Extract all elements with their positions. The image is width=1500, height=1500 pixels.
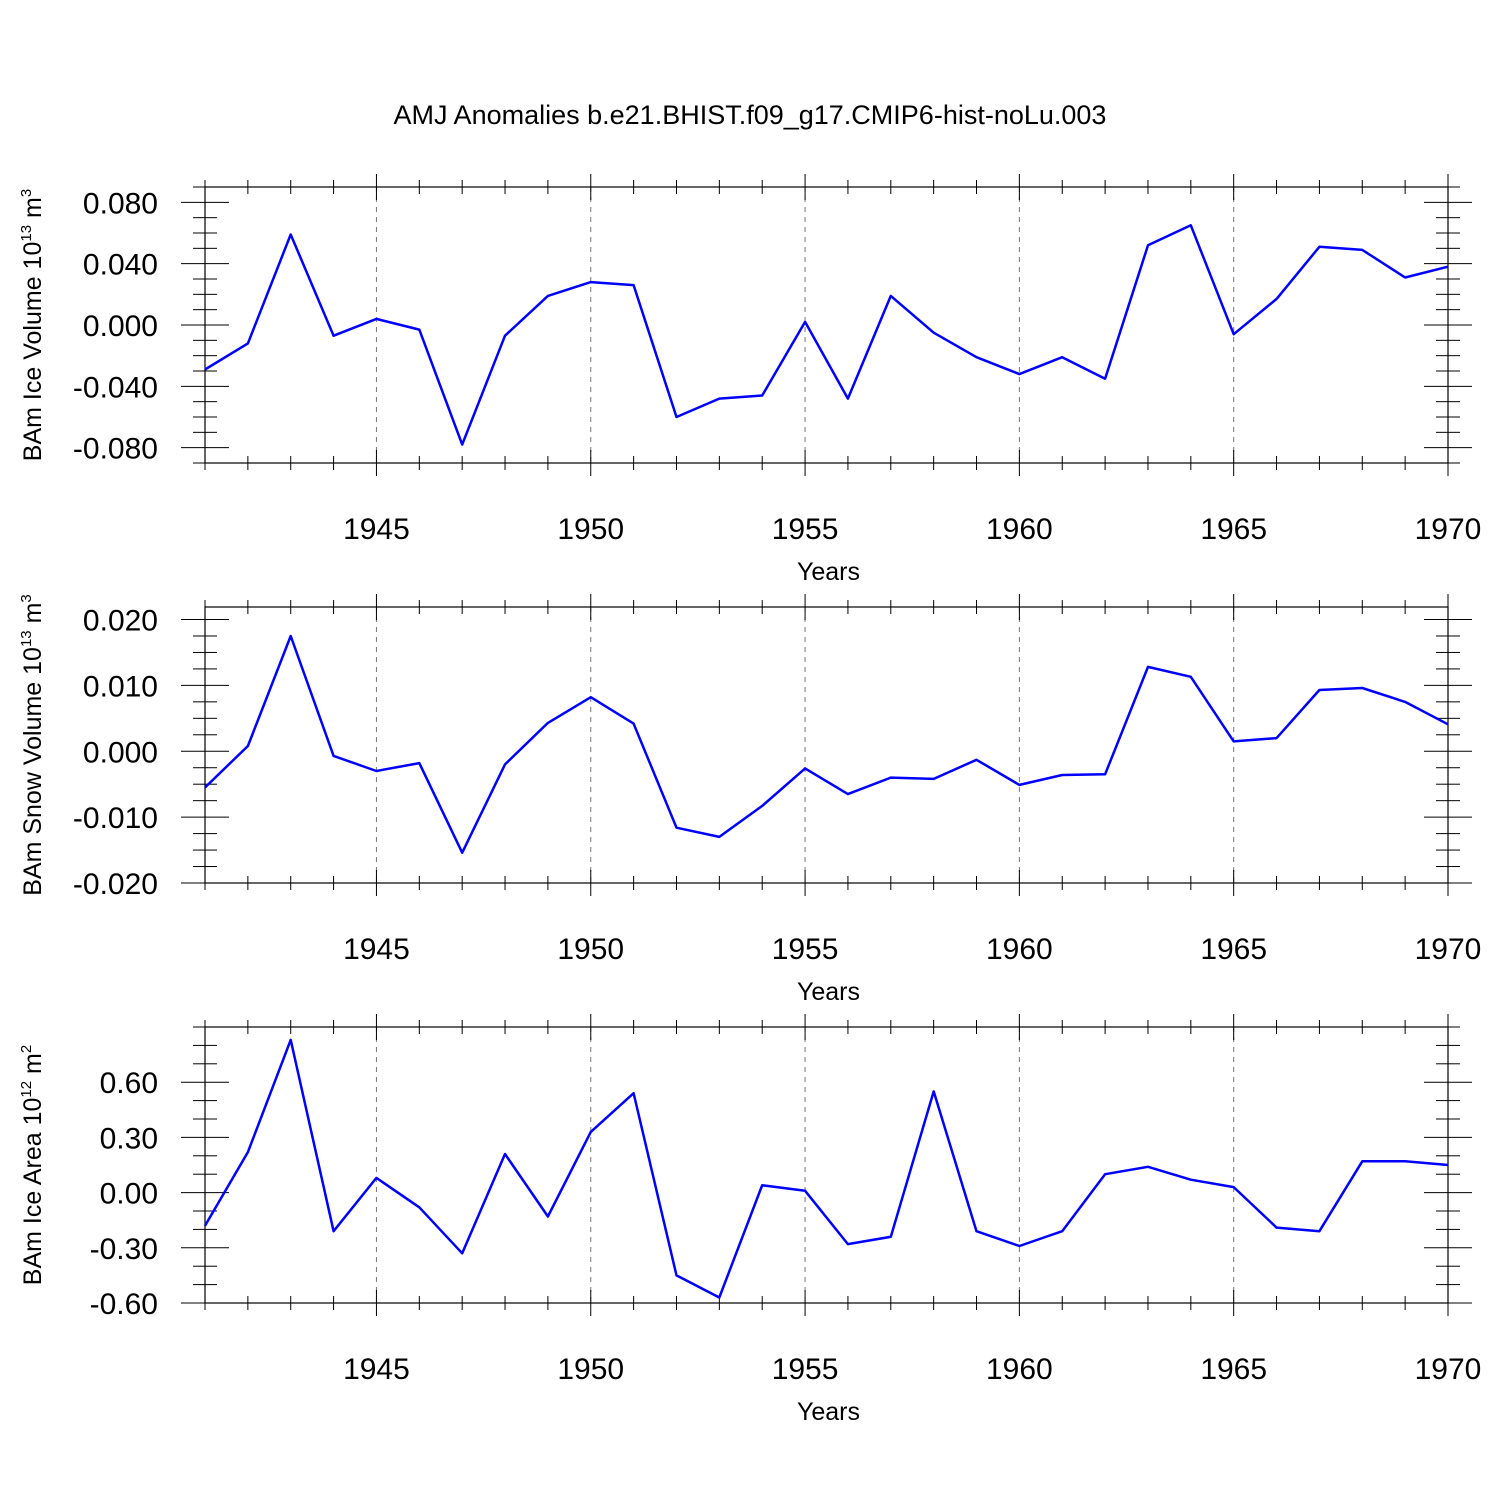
x-tick-label: 1955 [772,933,839,966]
y-tick-label: 0.000 [83,736,158,769]
x-tick-label: 1945 [343,933,410,966]
series-line [204,634,1449,854]
series-line [203,1038,1449,1299]
y-tick-label: 0.080 [83,187,158,220]
x-tick-label: 1970 [1415,933,1482,966]
plot-frame [204,186,1449,464]
chart-title: AMJ Anomalies b.e21.BHIST.f09_g17.CMIP6-… [394,100,1107,130]
x-tick-label: 1950 [557,513,624,546]
y-tick-label: 0.30 [100,1122,158,1155]
x-tick-label: 1970 [1415,1353,1482,1386]
panel-3: 1945 1950 1955 1960 1965 1970 Years -0.60 -0.30 0… [18,1014,1481,1426]
x-tick-label: 1945 [343,1353,410,1386]
y-axis-label: BAm Snow Volume 1013 m3 [18,594,47,896]
x-tick-label: 1955 [772,513,839,546]
panels: 1945 1950 1955 1960 1965 1970 Years -0.080 -0.04… [18,174,1481,1426]
plot-frame [204,606,1449,884]
x-axis-label: Years [797,978,860,1006]
x-tick-label: 1960 [986,933,1053,966]
x-tick-label: 1965 [1200,1353,1267,1386]
plot-frame [204,1026,1449,1304]
x-tick-label: 1950 [557,1353,624,1386]
x-tick-label: 1970 [1415,513,1482,546]
x-tick-label: 1955 [772,1353,839,1386]
y-tick-label: -0.010 [73,802,158,835]
y-tick-label: -0.080 [73,433,158,466]
y-tick-label: 0.010 [83,670,158,703]
y-tick-label: 0.020 [83,605,158,638]
series-line [204,224,1449,446]
x-tick-label: 1965 [1200,513,1267,546]
y-tick-label: 0.60 [100,1067,158,1100]
x-axis-label: Years [797,558,860,586]
x-axis-label: Years [797,1398,860,1426]
y-tick-label: 0.00 [100,1178,158,1211]
y-axis-label: BAm Ice Area 1012 m2 [18,1045,47,1285]
y-tick-label: 0.000 [83,310,158,343]
x-tick-label: 1960 [986,1353,1053,1386]
y-tick-label: -0.040 [73,371,158,404]
panel-2: 1945 1950 1955 1960 1965 1970 Years -0.020 -0.01… [18,594,1481,1006]
x-tick-label: 1950 [557,933,624,966]
y-tick-label: -0.020 [73,868,158,901]
y-tick-label: -0.30 [90,1233,158,1266]
panel-1: 1945 1950 1955 1960 1965 1970 Years -0.080 -0.04… [18,174,1481,586]
x-tick-label: 1960 [986,513,1053,546]
x-tick-label: 1965 [1200,933,1267,966]
y-tick-label: -0.60 [90,1288,158,1321]
y-axis-label: BAm Ice Volume 1013 m3 [18,189,47,461]
y-tick-label: 0.040 [83,249,158,282]
x-tick-label: 1945 [343,513,410,546]
